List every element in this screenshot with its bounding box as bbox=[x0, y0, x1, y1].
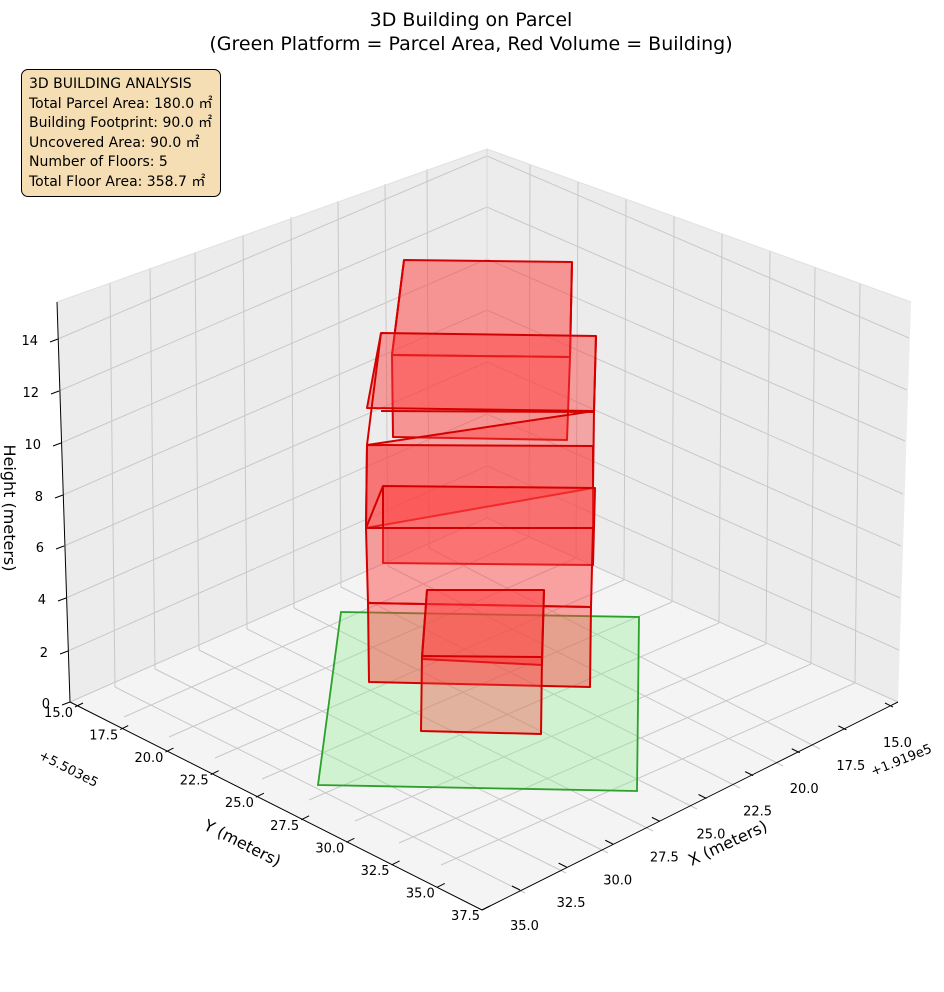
building-footprint: Building Footprint: 90.0 ㎡ bbox=[29, 115, 213, 132]
z-tick-mark bbox=[52, 442, 62, 447]
y-tick-label: 25.0 bbox=[225, 796, 254, 811]
z-tick-mark bbox=[55, 545, 65, 550]
y-tick-label: 17.5 bbox=[89, 729, 118, 744]
floor-pane bbox=[70, 518, 898, 910]
x-tick-label: 30.0 bbox=[603, 873, 632, 888]
building-floor-2 bbox=[365, 485, 596, 608]
number-of-floors: Number of Floors: 5 bbox=[29, 154, 168, 171]
y-axis-line bbox=[69, 701, 483, 911]
y-tick-mark bbox=[255, 792, 265, 798]
y-tick-label: 30.0 bbox=[315, 841, 344, 856]
z-tick-label: 14 bbox=[21, 334, 38, 349]
y-tick-mark bbox=[391, 860, 400, 866]
x-tick-mark bbox=[884, 702, 894, 708]
building-floor-5 bbox=[391, 259, 573, 441]
z-tick-label: 6 bbox=[36, 541, 44, 556]
building-volume bbox=[365, 259, 597, 735]
total-floor-area: Total Floor Area: 358.7 ㎡ bbox=[29, 173, 206, 190]
y-tick-label: 37.5 bbox=[451, 909, 480, 924]
y-tick-label: 22.5 bbox=[180, 774, 209, 789]
z-tick-mark bbox=[61, 701, 71, 706]
x-tick-mark bbox=[651, 816, 661, 822]
z-tick-label: 0 bbox=[42, 697, 50, 712]
building-analysis-box: 3D BUILDING ANALYSIS Total Parcel Area: … bbox=[21, 69, 221, 197]
y-axis-ticks: 15.0 17.5 20.0 22.5 25.0 27.5 30.0 32.5 35.0 37.5 bbox=[44, 702, 491, 924]
z-tick-mark bbox=[59, 650, 69, 655]
chart-title-line1: 3D Building on Parcel bbox=[370, 9, 573, 31]
x-tick-mark bbox=[744, 771, 754, 777]
z-tick-label: 4 bbox=[38, 593, 46, 608]
x-axis-line bbox=[481, 701, 899, 911]
total-parcel-area: Total Parcel Area: 180.0 ㎡ bbox=[29, 95, 213, 112]
x-tick-mark bbox=[791, 748, 800, 754]
z-axis-line bbox=[56, 301, 71, 703]
x-tick-label: 27.5 bbox=[650, 850, 679, 865]
x-tick-mark bbox=[838, 725, 847, 731]
x-tick-mark bbox=[698, 794, 707, 799]
x-tick-label: 32.5 bbox=[557, 896, 586, 911]
z-tick-mark bbox=[50, 390, 60, 395]
y-tick-mark bbox=[436, 882, 446, 888]
z-axis-ticks: 0 2 4 6 8 10 12 14 bbox=[21, 334, 71, 712]
building-floor-4 bbox=[365, 332, 597, 529]
x-tick-label: 22.5 bbox=[743, 805, 772, 820]
y-axis-offset-label: +5.503e5 bbox=[36, 748, 100, 791]
x-tick-label: 17.5 bbox=[836, 759, 865, 774]
x-tick-label: 20.0 bbox=[790, 782, 819, 797]
y-tick-mark bbox=[481, 905, 491, 911]
left-pane bbox=[57, 149, 487, 702]
x-axis-label: X (meters) bbox=[685, 816, 770, 869]
y-tick-label: 35.0 bbox=[406, 886, 435, 901]
building-floor-1 bbox=[367, 589, 592, 735]
x-tick-mark bbox=[511, 885, 521, 891]
x-tick-mark bbox=[605, 839, 614, 845]
z-axis-label: Height (meters) bbox=[0, 445, 19, 572]
y-tick-label: 15.0 bbox=[44, 706, 73, 721]
uncovered-area: Uncovered Area: 90.0 ㎡ bbox=[29, 134, 200, 151]
left-pane-grid bbox=[57, 155, 910, 703]
z-tick-label: 10 bbox=[24, 438, 41, 453]
y-tick-label: 27.5 bbox=[270, 819, 299, 834]
z-tick-label: 2 bbox=[40, 646, 48, 661]
x-tick-label: 15.0 bbox=[883, 736, 912, 751]
z-tick-mark bbox=[54, 494, 64, 499]
y-tick-label: 20.0 bbox=[134, 751, 163, 766]
z-tick-mark bbox=[49, 338, 59, 343]
y-tick-label: 32.5 bbox=[361, 864, 390, 879]
analysis-heading: 3D BUILDING ANALYSIS bbox=[29, 76, 192, 92]
x-tick-label: 35.0 bbox=[510, 919, 539, 934]
y-tick-mark bbox=[165, 747, 174, 753]
chart-title-line2: (Green Platform = Parcel Area, Red Volum… bbox=[209, 33, 732, 55]
x-tick-mark bbox=[558, 862, 567, 868]
z-tick-label: 12 bbox=[22, 386, 39, 401]
y-tick-mark bbox=[119, 725, 129, 731]
y-tick-mark bbox=[346, 837, 355, 843]
z-tick-label: 8 bbox=[35, 490, 43, 505]
x-tick-label: 25.0 bbox=[697, 828, 726, 843]
y-tick-mark bbox=[300, 815, 310, 821]
y-tick-mark bbox=[74, 702, 84, 708]
x-axis-ticks: 15.0 17.5 20.0 22.5 25.0 27.5 30.0 32.5 35.0 bbox=[510, 702, 912, 934]
z-tick-mark bbox=[57, 597, 67, 602]
y-tick-mark bbox=[210, 770, 219, 776]
